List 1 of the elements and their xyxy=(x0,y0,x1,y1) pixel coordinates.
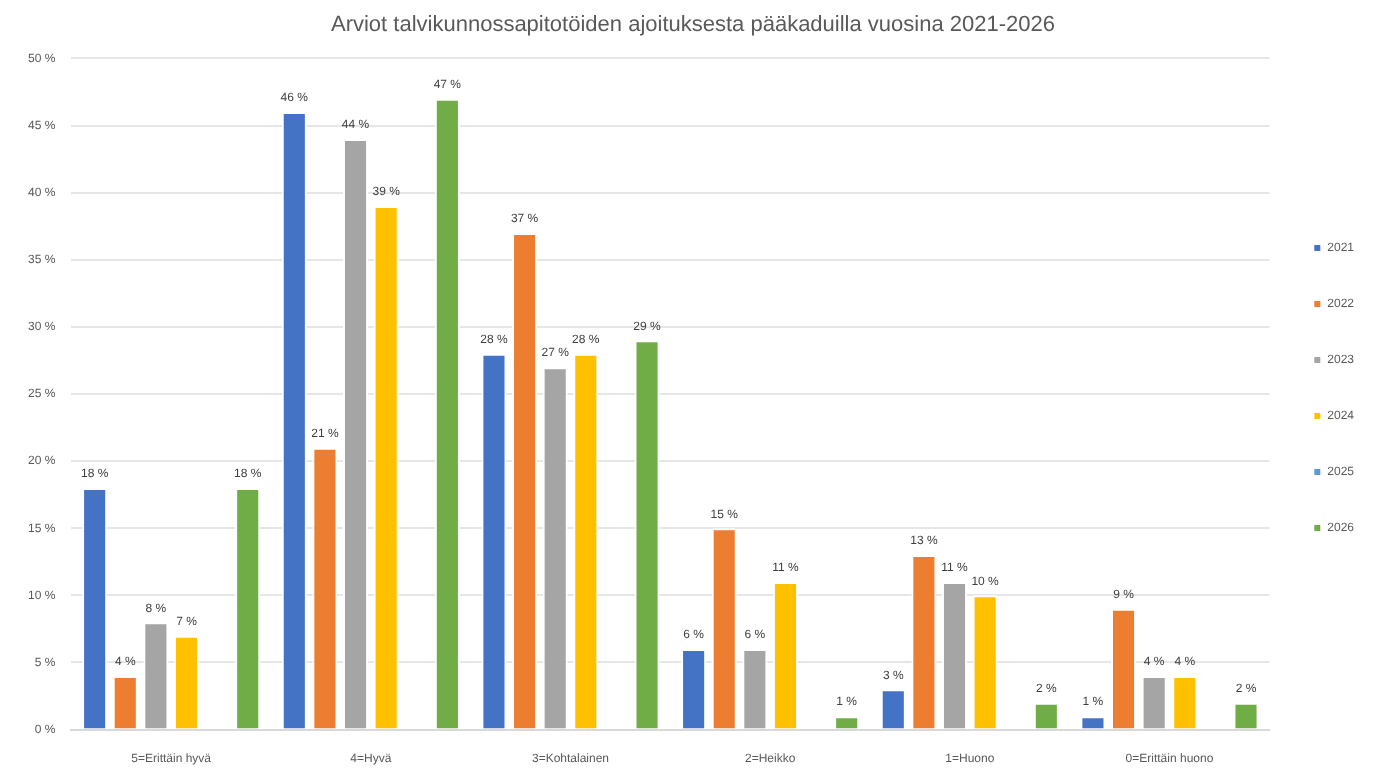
chart-title: Arviot talvikunnossapitotöiden ajoituksesta pääkaduilla vuosina 2021-2026 xyxy=(330,13,1056,38)
